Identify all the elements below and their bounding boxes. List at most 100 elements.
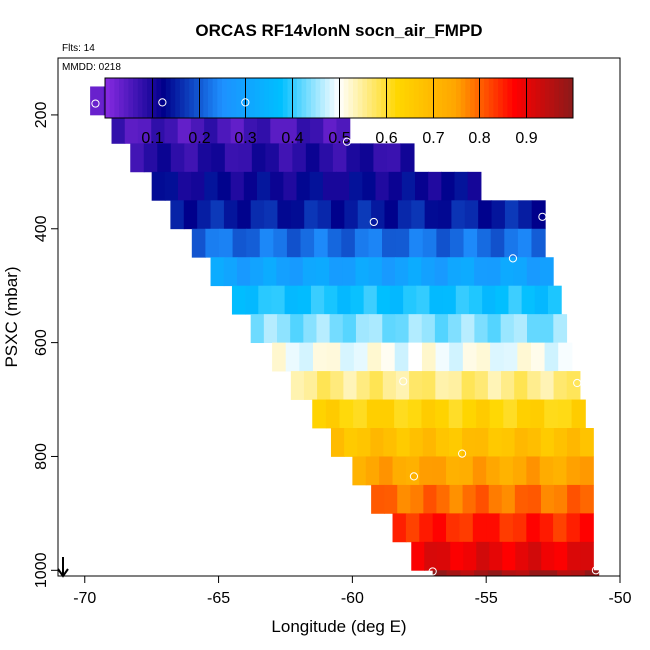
heatmap-cell — [296, 171, 311, 201]
heatmap-cell — [396, 428, 411, 457]
heatmap-cell — [375, 171, 390, 201]
heatmap-cell — [521, 285, 536, 315]
heatmap-cell — [339, 399, 354, 429]
colorbar-segment — [413, 78, 420, 118]
heatmap-cell — [243, 114, 258, 144]
colorbar-segment — [137, 78, 143, 118]
heatmap-cell — [553, 456, 568, 486]
colorbar-segment — [217, 78, 223, 118]
heatmap-cell — [476, 541, 490, 571]
colorbar-segment — [432, 78, 438, 118]
heatmap-cell — [558, 342, 573, 372]
heatmap-cell — [490, 342, 505, 372]
heatmap-cell — [554, 484, 568, 514]
heatmap-cell — [349, 171, 363, 201]
heatmap-cell — [429, 285, 444, 315]
heatmap-cell — [543, 570, 558, 577]
heatmap-cell — [436, 228, 451, 258]
heatmap-cell — [526, 513, 541, 543]
heatmap-cell — [419, 456, 434, 486]
heatmap-cell — [435, 428, 450, 457]
heatmap-cells — [90, 86, 600, 577]
heatmap-cell — [400, 143, 415, 173]
heatmap-cell — [482, 285, 496, 315]
heatmap-cell — [567, 428, 581, 457]
heatmap-cell — [395, 228, 410, 258]
colorbar-segment — [549, 78, 555, 118]
heatmap-cell — [435, 399, 450, 429]
heatmap-cell — [250, 314, 265, 344]
heatmap-cell — [290, 200, 305, 230]
heatmap-cell — [499, 513, 514, 543]
heatmap-cell — [251, 143, 266, 173]
heatmap-cell — [514, 371, 528, 400]
heatmap-cell — [500, 257, 515, 287]
heatmap-cell — [530, 399, 545, 429]
heatmap-cell — [184, 143, 199, 173]
heatmap-cell — [449, 342, 464, 372]
colorbar-segment — [367, 78, 373, 118]
heatmap-cell — [526, 257, 541, 287]
heatmap-cell — [401, 171, 416, 201]
heatmap-cell — [499, 456, 514, 486]
heatmap-cell — [236, 257, 251, 287]
heatmap-cell — [371, 484, 385, 514]
heatmap-cell — [435, 371, 450, 400]
heatmap-cell — [566, 513, 581, 543]
heatmap-cell — [310, 114, 324, 144]
colorbar-tick-label: 0.2 — [188, 130, 210, 147]
colorbar-segment — [123, 78, 129, 118]
heatmap-cell — [544, 342, 559, 372]
flight-point — [508, 254, 518, 263]
heatmap-cell — [343, 371, 358, 400]
heatmap-cell — [513, 314, 528, 344]
heatmap-cell — [336, 114, 351, 144]
flight-point — [399, 377, 408, 386]
colorbar-segment — [175, 78, 181, 118]
heatmap-cell — [449, 228, 465, 258]
y-tick-label: 400 — [33, 215, 50, 242]
colorbar-segment — [404, 78, 410, 118]
heatmap-cell — [273, 228, 288, 258]
heatmap-cell — [464, 200, 479, 230]
heatmap-cell — [486, 513, 501, 543]
heatmap-cell — [310, 285, 325, 315]
heatmap-cell — [190, 114, 205, 144]
colorbar-segment — [189, 78, 195, 118]
heatmap-cell — [580, 428, 594, 457]
heatmap-cell — [309, 171, 324, 201]
colorbar-segment — [264, 78, 270, 118]
heatmap-cell — [547, 285, 562, 315]
heatmap-cell — [363, 285, 378, 315]
heatmap-cell — [170, 143, 185, 173]
heatmap-cell — [137, 114, 152, 144]
heatmap-cell — [446, 456, 461, 486]
heatmap-cell — [432, 570, 448, 577]
heatmap-cell — [384, 200, 399, 230]
heatmap-cell — [210, 257, 225, 287]
heatmap-cell — [410, 484, 424, 514]
heatmap-cell — [540, 371, 555, 400]
colorbar-segment — [161, 78, 167, 118]
heatmap-cell — [489, 541, 503, 571]
heatmap-cell — [409, 371, 423, 400]
colorbar: 0.1 0.2 0.3 0.4 0.5 0.6 0.7 0.8 0.9 — [104, 77, 574, 147]
heatmap-cell — [278, 143, 293, 173]
heatmap-cell — [432, 456, 447, 486]
heatmap-cell — [474, 570, 489, 577]
heatmap-cell — [205, 228, 220, 258]
heatmap-cell — [487, 257, 501, 287]
colorbar-segment — [395, 78, 401, 118]
heatmap-cell — [365, 456, 380, 486]
colorbar-segment — [456, 78, 462, 118]
heatmap-cell — [392, 456, 407, 486]
colorbar-segment — [498, 78, 504, 118]
heatmap-cell — [373, 143, 388, 173]
heatmap-cell — [422, 228, 437, 258]
colorbar-segment — [446, 78, 452, 118]
colorbar-tick-label: 0.7 — [422, 130, 444, 147]
colorbar-segment — [245, 78, 251, 118]
heatmap-cell — [382, 228, 397, 258]
heatmap-cell — [367, 342, 382, 372]
heatmap-cell — [475, 484, 490, 514]
